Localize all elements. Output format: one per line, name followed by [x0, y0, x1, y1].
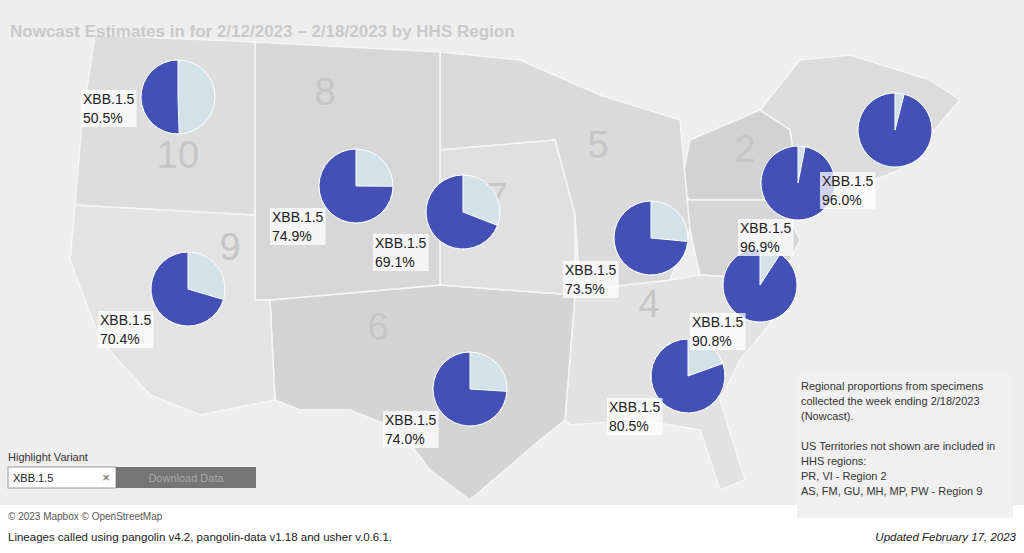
series-name-label: XBB.1.5 — [100, 312, 152, 328]
pie — [151, 252, 225, 326]
series-name-label: XBB.1.5 — [385, 412, 437, 428]
region-number: 4 — [638, 283, 659, 325]
note-box: Regional proportions from specimens colle… — [797, 372, 1013, 518]
pie-slice — [858, 93, 932, 167]
label-background — [373, 234, 429, 271]
label-background — [81, 90, 137, 127]
value-label: 73.5% — [565, 281, 605, 297]
note-line: (Nowcast). — [801, 410, 854, 422]
series-name-label: XBB.1.5 — [692, 314, 744, 330]
pies — [141, 60, 932, 426]
region-numbers: 245678910 — [157, 71, 756, 348]
data-label: XBB.1.5 74.0% — [383, 411, 439, 448]
pie — [433, 352, 507, 426]
series-name-label: XBB.1.5 — [609, 399, 661, 415]
updated-date: Updated February 17, 2023 — [875, 531, 1016, 543]
pie — [426, 175, 500, 249]
label-background — [270, 208, 326, 245]
region-number: 10 — [157, 134, 199, 176]
value-label: 96.9% — [740, 239, 780, 255]
series-name-label: XBB.1.5 — [740, 220, 792, 236]
data-label: XBB.1.5 96.0% — [820, 172, 876, 209]
pie-slice — [433, 352, 507, 426]
label-background — [738, 219, 794, 256]
value-label: 74.9% — [272, 228, 312, 244]
region-number: 2 — [734, 128, 755, 170]
footer: Lineages called using pangolin v4.2, pan… — [8, 531, 392, 543]
series-name-label: XBB.1.5 — [822, 173, 874, 189]
pie-slice — [319, 149, 393, 223]
series-name-label: XBB.1.5 — [272, 209, 324, 225]
download-button-text: Download Data — [148, 472, 224, 484]
value-label: 70.4% — [100, 331, 140, 347]
map-credits: © 2023 Mapbox © OpenStreetMap — [8, 511, 163, 522]
pie-rest — [141, 60, 215, 134]
region-number: 8 — [314, 71, 335, 113]
pie-rest — [614, 201, 688, 275]
value-label: 69.1% — [375, 254, 415, 270]
label-background — [690, 313, 746, 350]
map-chart: 245678910XBB.1.596.0%XBB.1.596.9%XBB.1.5… — [0, 0, 1024, 553]
pie — [614, 201, 688, 275]
series-name-label: XBB.1.5 — [375, 235, 427, 251]
pie — [141, 60, 215, 134]
widget-label: Highlight Variant — [8, 451, 88, 463]
data-label: XBB.1.5 50.5% — [81, 90, 137, 127]
pie-rest — [426, 175, 500, 249]
data-labels: XBB.1.596.0%XBB.1.596.9%XBB.1.590.8%XBB.… — [81, 90, 876, 448]
data-label: XBB.1.5 96.9% — [738, 219, 794, 256]
region-shape — [75, 35, 255, 215]
value-label: 96.0% — [822, 192, 862, 208]
data-label: XBB.1.5 74.9% — [270, 208, 326, 245]
label-background — [98, 311, 154, 348]
series-name-label: XBB.1.5 — [83, 91, 135, 107]
series-name-label: XBB.1.5 — [565, 262, 617, 278]
pie-rest — [433, 352, 507, 426]
pie-rest — [723, 248, 797, 322]
note-line: Regional proportions from specimens — [801, 380, 984, 392]
label-background — [607, 398, 663, 435]
pie-slice — [141, 60, 179, 134]
data-label: XBB.1.5 69.1% — [373, 234, 429, 271]
note-line: US Territories not shown are included in — [801, 440, 995, 452]
highlight-widget: Highlight Variant XBB.1.5 × Download Data — [8, 451, 256, 488]
data-label: XBB.1.5 90.8% — [690, 313, 746, 350]
note-line: HHS regions: — [801, 455, 866, 467]
variant-input[interactable] — [8, 467, 116, 488]
region-shape — [70, 205, 275, 415]
pie-rest — [858, 93, 932, 167]
title: Nowcast Estimates in for 2/12/2023 – 2/1… — [10, 22, 515, 41]
download-button[interactable] — [116, 467, 256, 488]
pie — [319, 149, 393, 223]
data-label: XBB.1.5 73.5% — [563, 261, 619, 298]
region-shape — [255, 42, 440, 300]
pie-slice — [723, 248, 797, 322]
note-line: collected the week ending 2/18/2023 — [801, 395, 980, 407]
pie-slice — [151, 252, 223, 326]
value-label: 74.0% — [385, 431, 425, 447]
region-number: 9 — [219, 226, 240, 268]
label-background — [383, 411, 439, 448]
pie-slice — [426, 175, 497, 249]
pie — [858, 93, 932, 167]
note-background — [797, 372, 1013, 518]
clear-button[interactable]: × — [102, 470, 110, 485]
note-line: PR, VI - Region 2 — [801, 470, 887, 482]
value-label: 50.5% — [83, 110, 123, 126]
pie — [723, 248, 797, 322]
data-label: XBB.1.5 70.4% — [98, 311, 154, 348]
region-shape — [270, 285, 575, 500]
region-number: 6 — [367, 306, 388, 348]
variant-input-text: XBB.1.5 — [13, 472, 53, 484]
pie-rest — [319, 149, 393, 223]
pie-rest — [151, 252, 225, 326]
region-number: 5 — [587, 124, 608, 166]
value-label: 80.5% — [609, 418, 649, 434]
data-label: XBB.1.5 80.5% — [607, 398, 663, 435]
note-line: AS, FM, GU, MH, MP, PW - Region 9 — [801, 485, 982, 497]
label-background — [820, 172, 876, 209]
pie-slice — [614, 201, 688, 275]
label-background — [563, 261, 619, 298]
value-label: 90.8% — [692, 333, 732, 349]
